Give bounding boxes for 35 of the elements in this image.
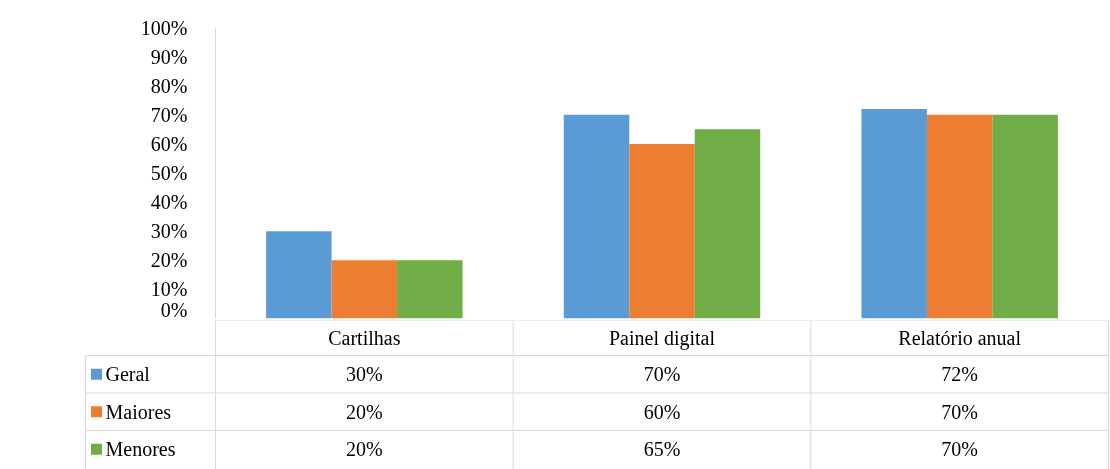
data-label: 70% (941, 438, 979, 461)
y-tick-label: 10% (150, 278, 188, 301)
data-label: 65% (643, 438, 681, 461)
bar (563, 114, 630, 319)
data-label: 30% (346, 363, 383, 386)
data-label: 20% (346, 400, 383, 423)
y-tick-label: 20% (150, 249, 188, 272)
data-label: 60% (643, 400, 681, 423)
y-tick-label: 80% (150, 74, 188, 97)
bar (694, 129, 761, 319)
data-label: 70% (941, 400, 979, 423)
bar (331, 260, 398, 319)
y-tick-label: 30% (150, 220, 188, 243)
x-tick-label: Relatório anual (898, 327, 1022, 349)
bar (629, 143, 695, 319)
y-tick-label: 60% (150, 132, 188, 155)
bar (266, 231, 332, 319)
legend-label: Menores (105, 438, 176, 461)
data-label: 70% (643, 363, 681, 386)
bar (992, 114, 1058, 319)
y-tick-label: 40% (150, 191, 188, 214)
y-tick-label: 50% (150, 162, 188, 184)
legend-label: Geral (105, 363, 151, 386)
data-label: 20% (346, 438, 383, 461)
bar (861, 108, 927, 319)
y-tick-label: 100% (140, 16, 188, 39)
data-label: 72% (941, 363, 979, 386)
bar (397, 260, 463, 319)
bar (926, 114, 993, 319)
legend-label: Maiores (105, 400, 172, 423)
y-tick-label: 70% (150, 103, 188, 126)
x-tick-label: Painel digital (608, 327, 716, 350)
x-tick-label: Cartilhas (328, 327, 401, 349)
y-tick-label: 0% (160, 298, 188, 321)
y-tick-label: 90% (150, 45, 188, 68)
